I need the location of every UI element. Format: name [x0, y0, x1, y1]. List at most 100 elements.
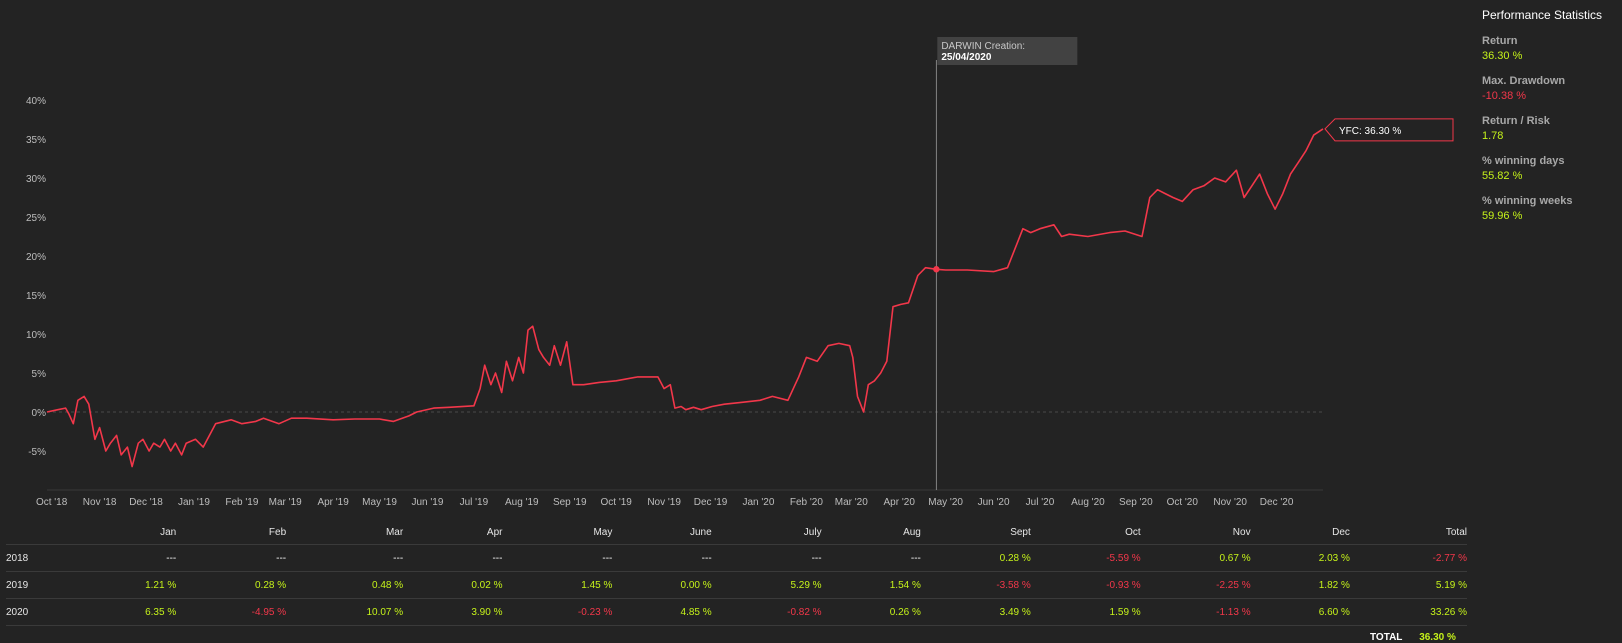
- table-cell: 3.90 %: [403, 598, 503, 626]
- table-cell: 0.00 %: [612, 571, 712, 599]
- x-tick-label: Feb '20: [790, 497, 823, 508]
- table-cell: ---: [76, 544, 177, 572]
- total-label: TOTAL: [1370, 632, 1403, 643]
- stat-value: -10.38 %: [1482, 90, 1527, 102]
- column-header: Apr: [403, 520, 503, 545]
- table-cell: ---: [821, 544, 921, 572]
- table-cell: -0.23 %: [502, 598, 613, 626]
- table-cell: 33.26 %: [1349, 598, 1467, 626]
- stat-value: 1.78: [1482, 130, 1504, 142]
- table-cell: -2.25 %: [1140, 571, 1251, 599]
- x-tick-label: Mar '20: [835, 497, 868, 508]
- creation-point: [933, 266, 940, 273]
- x-tick-label: Jan '19: [178, 497, 210, 508]
- creation-date: 25/04/2020: [941, 52, 991, 63]
- stat-label: % winning weeks: [1482, 195, 1573, 207]
- stat-value: 36.30 %: [1482, 50, 1523, 62]
- x-tick-label: Apr '19: [317, 497, 349, 508]
- x-tick-label: Oct '18: [36, 497, 68, 508]
- y-tick-label: 10%: [26, 330, 46, 341]
- column-header: Aug: [821, 520, 921, 545]
- y-tick-label: 25%: [26, 213, 46, 224]
- column-header: Nov: [1140, 520, 1251, 545]
- table-row: 2018 --- --- --- --- --- --- --- --- 0.28 % -5.59 …: [6, 544, 1467, 572]
- row-year: 2018: [6, 544, 77, 572]
- row-year: 2020: [6, 598, 77, 626]
- table-cell: 0.67 %: [1140, 544, 1251, 572]
- total-value: 36.30 %: [1419, 632, 1456, 643]
- table-cell: 1.82 %: [1250, 571, 1350, 599]
- x-tick-label: Nov '18: [83, 497, 117, 508]
- table-cell: -0.93 %: [1030, 571, 1141, 599]
- table-cell: ---: [176, 544, 287, 572]
- creation-label: DARWIN Creation:: [941, 41, 1025, 52]
- series-line: [46, 128, 1324, 468]
- column-header: Oct: [1030, 520, 1141, 545]
- table-cell: 0.02 %: [403, 571, 503, 599]
- table-cell: 6.35 %: [76, 598, 177, 626]
- table-cell: ---: [612, 544, 712, 572]
- table-cell: 1.21 %: [76, 571, 177, 599]
- table-cell: -2.77 %: [1349, 544, 1467, 572]
- x-tick-label: Jun '20: [978, 497, 1010, 508]
- x-tick-label: May '20: [928, 497, 963, 508]
- x-tick-label: Apr '20: [884, 497, 916, 508]
- x-tick-label: Oct '20: [1167, 497, 1199, 508]
- x-tick-label: Mar '19: [269, 497, 302, 508]
- y-tick-label: -5%: [28, 447, 46, 458]
- x-tick-label: Aug '19: [505, 497, 539, 508]
- y-axis: -5% 0% 5% 10% 15% 20% 25% 30% 35% 40%: [26, 96, 46, 458]
- x-tick-label: Nov '19: [647, 497, 681, 508]
- y-tick-label: 30%: [26, 174, 46, 185]
- x-tick-label: Feb '19: [225, 497, 258, 508]
- table-cell: 0.28 %: [176, 571, 287, 599]
- last-value-label: YFC: 36.30 %: [1339, 126, 1401, 137]
- column-header: Total: [1349, 520, 1467, 545]
- x-tick-label: May '19: [362, 497, 397, 508]
- table-cell: -0.82 %: [711, 598, 822, 626]
- column-header: Mar: [286, 520, 404, 545]
- column-header: July: [711, 520, 822, 545]
- y-tick-label: 35%: [26, 135, 46, 146]
- stat-label: Max. Drawdown: [1482, 75, 1566, 87]
- table-cell: 4.85 %: [612, 598, 712, 626]
- column-header: Dec: [1250, 520, 1350, 545]
- x-tick-label: Dec '20: [1260, 497, 1294, 508]
- total-return: TOTAL 36.30 %: [1370, 632, 1456, 643]
- table-header-row: Jan Feb Mar Apr May June July Aug Sept Oct Nov Dec T…: [6, 520, 1467, 545]
- table-cell: ---: [711, 544, 822, 572]
- table-cell: 0.28 %: [920, 544, 1031, 572]
- table-cell: 5.19 %: [1349, 571, 1467, 599]
- performance-chart: -5% 0% 5% 10% 15% 20% 25% 30% 35% 40% Oct '18 Nov …: [26, 37, 1454, 508]
- stat-label: Return: [1482, 35, 1518, 47]
- table-row: 2020 6.35 % -4.95 % 10.07 % 3.90 % -0.23 % 4.8…: [6, 598, 1467, 626]
- table-cell: 10.07 %: [286, 598, 404, 626]
- row-year: 2019: [6, 571, 77, 599]
- x-tick-label: Dec '18: [129, 497, 163, 508]
- table-cell: ---: [403, 544, 503, 572]
- table-cell: -3.58 %: [920, 571, 1031, 599]
- column-header: May: [502, 520, 613, 545]
- table-cell: -1.13 %: [1140, 598, 1251, 626]
- chart-annotations: DARWIN Creation:25/04/2020 YFC: 36.30 %: [933, 37, 1454, 490]
- table-cell: 1.45 %: [502, 571, 613, 599]
- column-header: [6, 520, 77, 545]
- stat-item: Return 36.30 %: [1482, 34, 1622, 64]
- stat-item: Return / Risk 1.78: [1482, 114, 1622, 144]
- creation-tooltip-bg: [937, 37, 1078, 65]
- x-tick-label: Sep '20: [1119, 497, 1153, 508]
- stat-item: % winning weeks 59.96 %: [1482, 194, 1622, 224]
- x-axis: Oct '18 Nov '18 Dec '18 Jan '19 Feb '19 Mar '…: [36, 497, 1294, 508]
- stat-value: 59.96 %: [1482, 210, 1523, 222]
- table-cell: 0.26 %: [821, 598, 921, 626]
- chart-grid: [47, 411, 1323, 491]
- table-cell: 3.49 %: [920, 598, 1031, 626]
- y-tick-label: 15%: [26, 291, 46, 302]
- stat-label: Return / Risk: [1482, 115, 1550, 127]
- table-cell: 2.03 %: [1250, 544, 1350, 572]
- table-cell: -5.59 %: [1030, 544, 1141, 572]
- table-cell: 1.54 %: [821, 571, 921, 599]
- x-tick-label: Jun '19: [412, 497, 444, 508]
- table-cell: 5.29 %: [711, 571, 822, 599]
- x-tick-label: Aug '20: [1071, 497, 1105, 508]
